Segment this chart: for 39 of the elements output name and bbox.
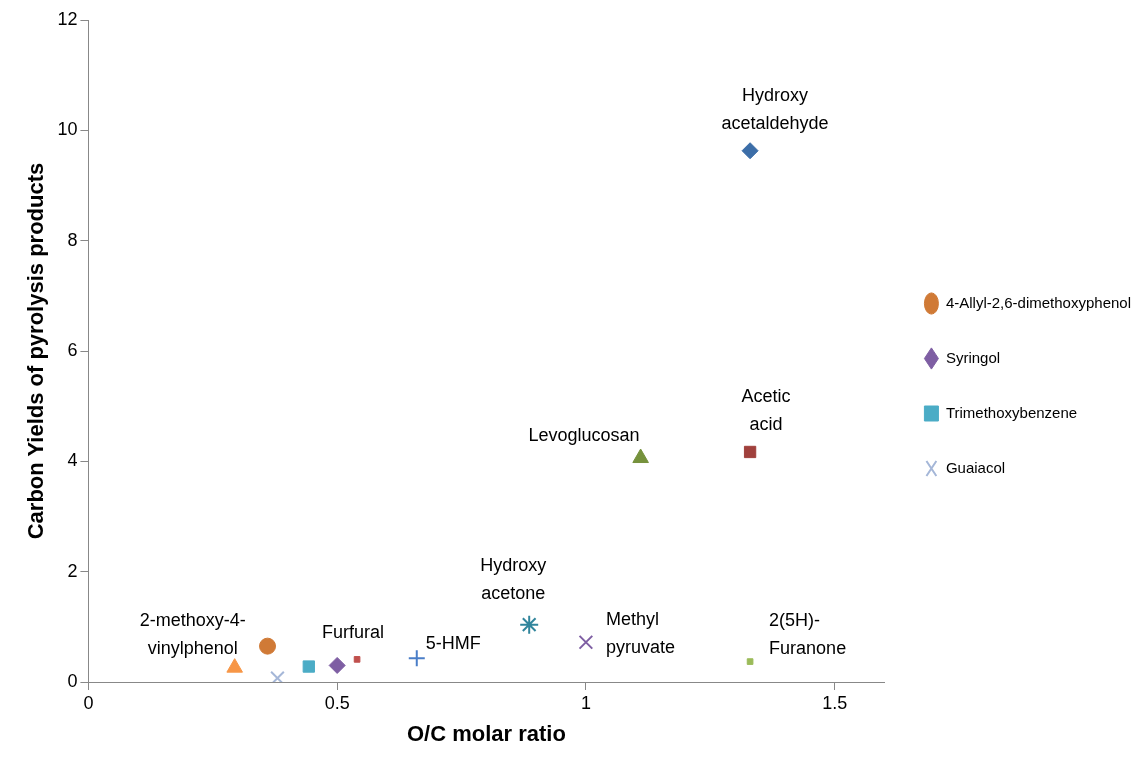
annotation: 5-HMF xyxy=(425,633,481,654)
y-tick-label: 4 xyxy=(67,450,78,471)
legend-label: 4-Allyl-2,6-dimethoxyphenol xyxy=(945,293,1131,311)
point xyxy=(743,445,757,459)
point xyxy=(578,634,594,650)
x-tick-label: 0.5 xyxy=(324,692,350,713)
y-tick-label: 12 xyxy=(57,8,78,29)
point xyxy=(259,637,277,655)
point xyxy=(741,142,759,160)
legend-label: Syringol xyxy=(945,348,1001,366)
annotation: 2(5H)- Furanone xyxy=(769,609,847,658)
x-tick-label: 1 xyxy=(580,692,591,713)
legend-label: Trimethoxybenzene xyxy=(945,403,1078,421)
annotation: Hydroxy acetone xyxy=(480,554,547,603)
annotation: Hydroxy acetaldehyde xyxy=(721,84,829,133)
point xyxy=(226,658,243,673)
point xyxy=(407,649,426,668)
legend-label: Guaiacol xyxy=(945,458,1006,476)
point xyxy=(519,614,540,635)
annotation: 2-methoxy-4- vinylphenol xyxy=(139,609,246,658)
annotation: Levoglucosan xyxy=(528,424,640,445)
point xyxy=(746,658,754,665)
annotation: Furfural xyxy=(322,622,385,643)
y-tick-label: 6 xyxy=(67,339,78,360)
y-tick-label: 0 xyxy=(67,670,78,691)
x-tick-label: 1.5 xyxy=(822,692,848,713)
point xyxy=(632,448,649,464)
y-tick-label: 2 xyxy=(67,560,78,581)
annotation: Acetic acid xyxy=(741,385,791,434)
point xyxy=(353,656,361,663)
y-tick-label: 10 xyxy=(57,119,78,140)
annotation: Methyl pyruvate xyxy=(605,609,675,658)
y-tick-label: 8 xyxy=(67,229,78,250)
x-tick-label: 0 xyxy=(83,692,94,713)
point xyxy=(302,660,315,673)
x-axis-title: O/C molar ratio xyxy=(406,720,566,746)
y-axis-title: Carbon Yields of pyrolysis products xyxy=(23,162,49,540)
point xyxy=(270,670,285,682)
point xyxy=(328,656,346,674)
